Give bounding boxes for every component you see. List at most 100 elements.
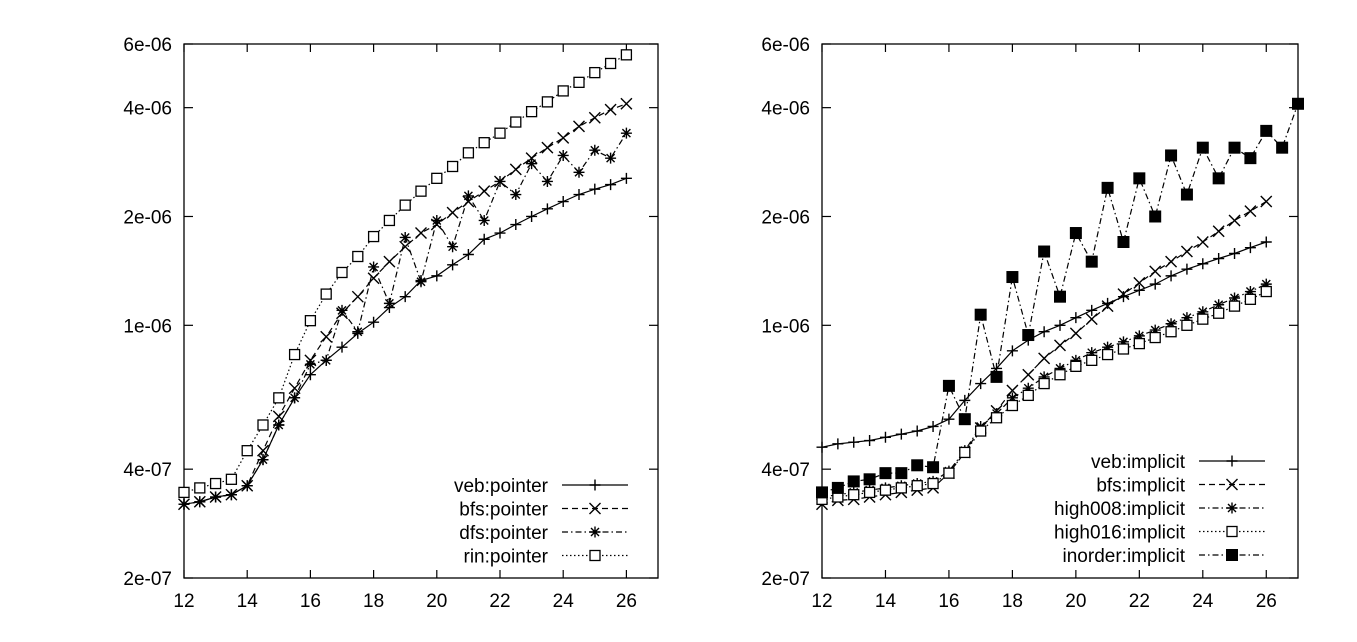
data-point [557, 149, 569, 161]
data-point [351, 290, 364, 303]
data-point [1070, 360, 1082, 372]
legend-label: high016:implicit [1054, 523, 1186, 544]
x-tick-label: 22 [489, 591, 510, 612]
legend-entry: bfs:pointer [459, 500, 628, 521]
legend-marker [1226, 478, 1238, 491]
x-tick-label: 24 [553, 591, 575, 612]
data-point [415, 276, 427, 288]
legend-entry: bfs:implicit [1096, 476, 1265, 497]
legend-label: veb:pointer [454, 476, 549, 497]
data-point [1117, 288, 1130, 301]
data-point [273, 419, 285, 431]
plot-frame [821, 43, 1299, 579]
legend-entry: high008:implicit [1054, 499, 1265, 520]
data-point [1197, 258, 1209, 270]
y-tick-label: 2e-07 [761, 569, 810, 590]
data-point [1054, 369, 1066, 381]
data-point [494, 175, 506, 187]
data-point [1149, 331, 1161, 344]
data-point [1070, 354, 1082, 366]
data-point [1197, 306, 1209, 318]
data-point [1196, 236, 1209, 248]
data-point [1133, 172, 1146, 185]
data-point [478, 185, 491, 198]
data-point [1038, 377, 1050, 390]
data-point [911, 425, 923, 437]
data-point [1086, 347, 1098, 359]
data-point [367, 230, 380, 243]
data-point [383, 214, 396, 227]
data-point [225, 489, 237, 501]
data-point [1054, 319, 1066, 331]
data-point [943, 467, 955, 479]
data-point [1228, 214, 1241, 227]
data-point [847, 475, 860, 488]
data-point [446, 206, 459, 219]
data-point [974, 308, 987, 321]
data-point [510, 219, 522, 231]
data-point [1165, 318, 1177, 330]
x-tick-label: 26 [1256, 591, 1277, 612]
x-tick-label: 16 [938, 591, 959, 612]
data-point [526, 210, 538, 222]
data-point [257, 454, 269, 466]
data-point [990, 370, 1003, 383]
legend-label: dfs:pointer [459, 523, 548, 544]
data-point [225, 473, 238, 485]
data-point [272, 410, 285, 423]
y-tick-label: 4e-06 [761, 99, 810, 120]
data-point [178, 498, 190, 510]
x-tick-label: 14 [237, 591, 259, 612]
data-point [1165, 255, 1178, 268]
data-point [1260, 195, 1273, 208]
data-point [415, 227, 427, 240]
series [816, 285, 1272, 506]
data-point [541, 141, 554, 154]
data-point [1181, 312, 1193, 324]
plot-frame [183, 43, 659, 579]
data-point [942, 379, 955, 392]
x-tick-label: 18 [1002, 591, 1023, 612]
x-tick-label: 26 [616, 591, 637, 612]
legend-marker [1226, 549, 1238, 561]
data-point [589, 183, 601, 195]
data-point [620, 49, 633, 61]
data-point [178, 486, 190, 499]
data-point [1181, 319, 1193, 331]
data-point [320, 288, 332, 300]
legend-entry: high016:implicit [1054, 523, 1265, 544]
legend-entry: inorder:implicit [1063, 546, 1265, 567]
data-point [864, 435, 876, 447]
data-point [478, 233, 490, 245]
data-point [863, 473, 876, 486]
data-point [1212, 172, 1225, 185]
data-point [1022, 389, 1034, 402]
series [816, 195, 1273, 511]
data-point [1054, 362, 1066, 374]
data-point [446, 160, 459, 173]
data-point [604, 103, 617, 116]
data-point [288, 382, 301, 395]
data-point [927, 461, 940, 474]
chart-panel: 12 14 16 18 20 22 24 26 2e-07 4e-07 1e-06 2e-06 4e-0… [761, 35, 1304, 612]
data-point [1006, 345, 1018, 357]
data-point [1165, 270, 1177, 282]
data-point [1149, 265, 1162, 278]
data-point [1022, 382, 1034, 394]
data-point [1117, 236, 1130, 249]
data-point [273, 392, 285, 404]
data-point [895, 467, 908, 480]
series [178, 172, 632, 510]
x-tick-label: 22 [1129, 591, 1150, 612]
data-point [958, 413, 971, 426]
data-point [1244, 205, 1257, 218]
data-point [1244, 152, 1257, 165]
legend-entry: veb:implicit [1091, 452, 1265, 473]
data-point [368, 316, 380, 328]
data-point [304, 315, 317, 327]
data-point [478, 214, 490, 226]
data-point [1213, 299, 1225, 311]
data-point [462, 147, 475, 159]
data-point [288, 348, 301, 361]
data-point [588, 111, 601, 124]
